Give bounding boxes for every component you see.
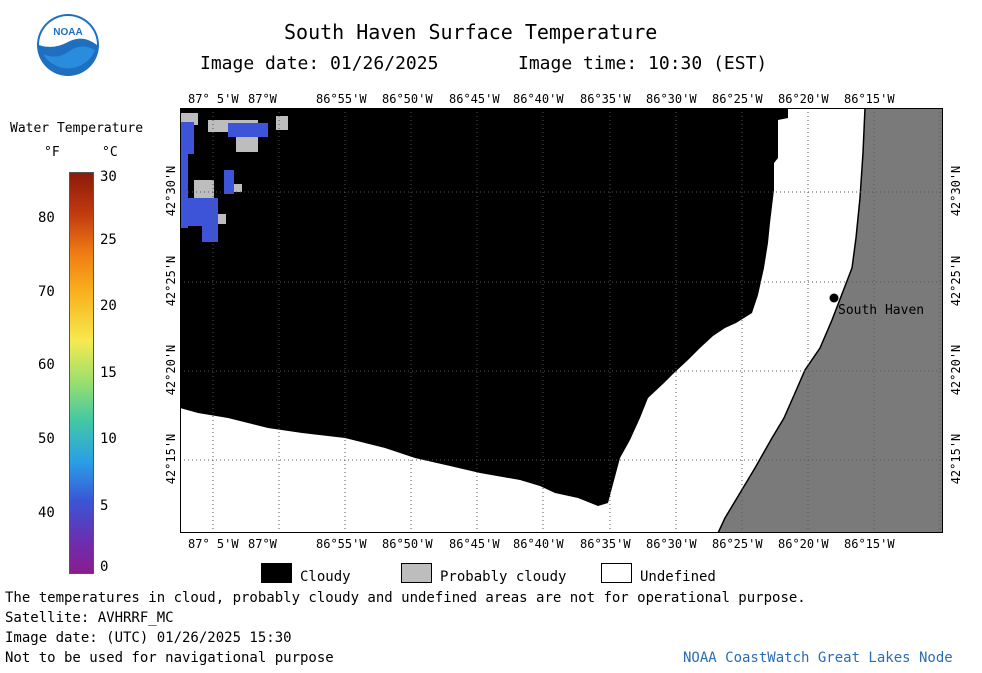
bottom-lon-label: 86°35'W <box>580 537 631 551</box>
lat-label-right: 42°20'N <box>949 344 963 396</box>
lat-label-right: 42°25'N <box>949 255 963 307</box>
cloudy-area <box>180 108 788 506</box>
south-haven-marker <box>829 293 839 303</box>
legend-undefined-swatch <box>601 563 632 583</box>
legend-undefined-label: Undefined <box>640 569 716 585</box>
footer-note: The temperatures in cloud, probably clou… <box>5 590 806 606</box>
scale-unit-f: °F <box>44 145 60 160</box>
bottom-lon-label: 87° 5'W <box>188 537 239 551</box>
bottom-lon-label: 86°20'W <box>778 537 829 551</box>
f-tick-label: 70 <box>38 284 55 300</box>
bottom-lon-label: 86°25'W <box>712 537 763 551</box>
image-date: Image date: 01/26/2025 <box>200 53 439 74</box>
c-tick-label: 10 <box>100 431 117 447</box>
legend-probably-cloudy-swatch <box>401 563 432 583</box>
footer-credit: NOAA CoastWatch Great Lakes Node <box>683 650 953 666</box>
top-lon-label: 86°50'W <box>382 92 433 106</box>
f-tick-label: 50 <box>38 431 55 447</box>
c-tick-label: 15 <box>100 365 117 381</box>
svg-text:NOAA: NOAA <box>53 27 82 38</box>
c-tick-label: 25 <box>100 232 117 248</box>
page-title: South Haven Surface Temperature <box>284 20 658 44</box>
f-tick-label: 80 <box>38 210 55 226</box>
lat-label-left: 42°15'N <box>164 433 178 485</box>
legend-cloudy-swatch <box>261 563 292 583</box>
temperature-map <box>180 108 943 533</box>
c-tick-label: 20 <box>100 298 117 314</box>
bottom-lon-label: 86°15'W <box>844 537 895 551</box>
c-tick-label: 30 <box>100 169 117 185</box>
f-tick-label: 40 <box>38 505 55 521</box>
bottom-lon-label: 86°55'W <box>316 537 367 551</box>
legend-probably-cloudy-label: Probably cloudy <box>440 569 567 585</box>
temperature-colorbar <box>69 172 94 574</box>
image-time: Image time: 10:30 (EST) <box>518 53 768 74</box>
top-lon-label: 86°25'W <box>712 92 763 106</box>
legend-cloudy-label: Cloudy <box>300 569 351 585</box>
top-lon-label: 86°55'W <box>316 92 367 106</box>
top-lon-label: 86°15'W <box>844 92 895 106</box>
top-lon-label: 86°35'W <box>580 92 631 106</box>
bottom-lon-label: 86°50'W <box>382 537 433 551</box>
city-label: South Haven <box>838 303 925 318</box>
lat-label-right: 42°15'N <box>949 433 963 485</box>
bottom-lon-label: 86°30'W <box>646 537 697 551</box>
lat-label-left: 42°25'N <box>164 255 178 307</box>
noaa-logo: NOAA <box>37 14 99 76</box>
top-lon-label: 87°W <box>248 92 277 106</box>
top-lon-label: 86°40'W <box>513 92 564 106</box>
scale-unit-c: °C <box>102 145 118 160</box>
lat-label-left: 42°30'N <box>164 165 178 217</box>
lat-label-right: 42°30'N <box>949 165 963 217</box>
lat-label-left: 42°20'N <box>164 344 178 396</box>
land-area <box>717 108 943 533</box>
c-tick-label: 5 <box>100 498 109 514</box>
top-lon-label: 86°30'W <box>646 92 697 106</box>
footer-nav-warning: Not to be used for navigational purpose <box>5 650 334 666</box>
c-tick-label: 0 <box>100 559 109 575</box>
f-tick-label: 60 <box>38 357 55 373</box>
scale-title: Water Temperature <box>10 121 144 136</box>
bottom-lon-label: 86°45'W <box>449 537 500 551</box>
top-lon-label: 87° 5'W <box>188 92 239 106</box>
top-lon-label: 86°20'W <box>778 92 829 106</box>
footer-satellite: Satellite: AVHRRF_MC <box>5 610 174 626</box>
footer-utc-date: Image date: (UTC) 01/26/2025 15:30 <box>5 630 292 646</box>
top-lon-label: 86°45'W <box>449 92 500 106</box>
bottom-lon-label: 87°W <box>248 537 277 551</box>
bottom-lon-label: 86°40'W <box>513 537 564 551</box>
